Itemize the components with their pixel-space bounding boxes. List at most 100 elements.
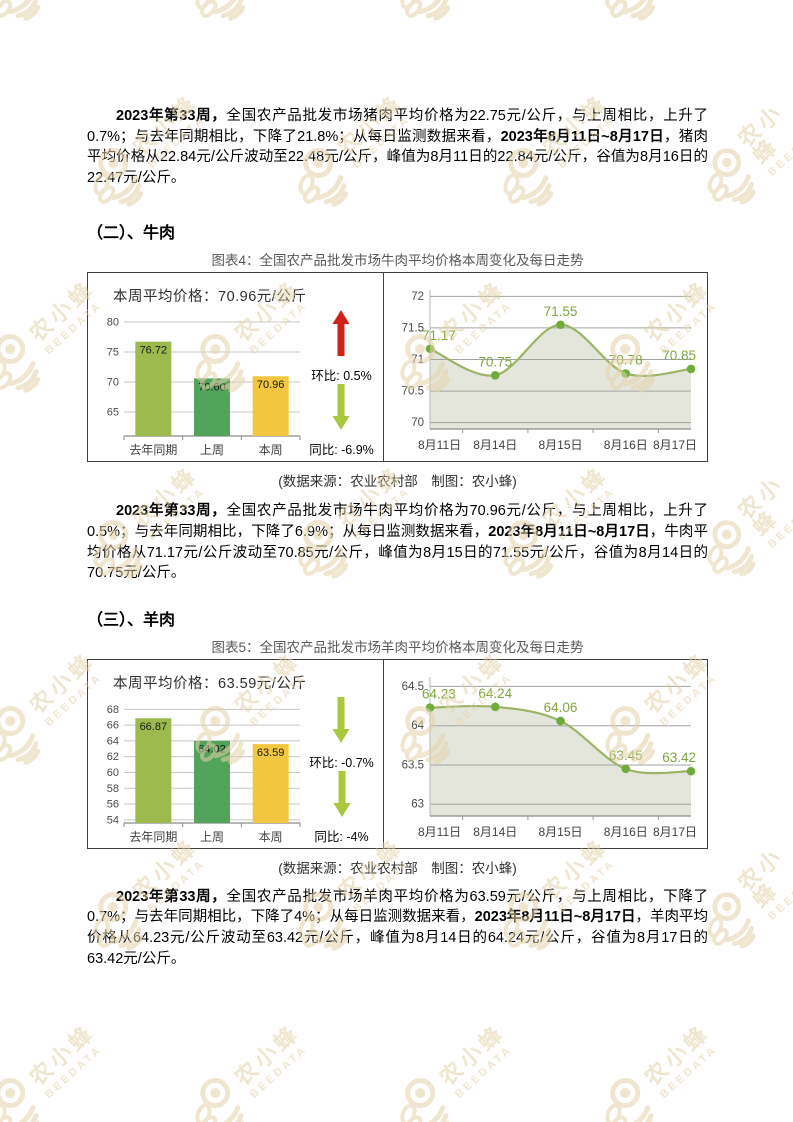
- x-axis-date-label: 8月14日: [473, 438, 517, 452]
- lamb-line-panel: 63 63.5 64 64.5 64.23 8月11日 64.24 8月14日 64.06 8月1…: [384, 660, 707, 848]
- lamb-summary-paragraph: 2023年第33周，全国农产品批发市场羊肉平均价格为63.59元/公斤，与上周相…: [87, 887, 708, 969]
- indicator-label: 环比:: [309, 755, 342, 770]
- y-axis-tick-label: 70: [107, 377, 119, 389]
- x-axis-date-label: 8月15日: [538, 825, 582, 839]
- indicator-text: 环比: -0.7%: [309, 752, 374, 771]
- point-value-label: 71.17: [422, 328, 456, 343]
- indicator-label: 同比:: [314, 829, 347, 844]
- up-arrow-icon: [332, 310, 350, 357]
- x-axis-category-label: 去年同期: [129, 830, 177, 844]
- watermark-subtext: BEEDATA: [0, 484, 3, 543]
- bee-logo-icon: [0, 334, 41, 393]
- data-point-marker: [620, 369, 630, 379]
- x-axis-date-label: 8月17日: [652, 438, 696, 452]
- data-point-marker: [490, 702, 500, 711]
- y-axis-tick-label: 70: [411, 418, 424, 430]
- section-beef: （二）、牛肉 图表4：全国农产品批发市场牛肉平均价格本周变化及每日走势 本周平均…: [87, 219, 708, 583]
- watermark-text-block: 农小蜂 BEEDATA: [732, 456, 793, 551]
- watermark-text-block: 农小蜂 BEEDATA: [229, 1019, 314, 1100]
- x-axis-date-label: 8月17日: [652, 825, 696, 839]
- bar-value-label: 70.96: [257, 380, 285, 392]
- bar-value-label: 70.60: [198, 382, 226, 394]
- indicator-value: -0.7%: [341, 755, 374, 770]
- watermark-brand-text: 农小蜂: [732, 470, 789, 540]
- watermark-text-block: 农小蜂 BEEDATA: [24, 1019, 109, 1101]
- watermark-text-block: 农小蜂 BEEDATA: [0, 91, 7, 170]
- watermark-subtext: BEEDATA: [42, 1042, 105, 1101]
- y-axis-tick-label: 66: [107, 719, 119, 731]
- figure4-caption: 图表4：全国农产品批发市场牛肉平均价格本周变化及每日走势: [211, 253, 584, 269]
- beef-bar-row: 65 70 75 80 76.72 去年同期 70.60 上周 70.96 本周 环比: 0.5%…: [98, 308, 381, 468]
- bee-logo-icon: [0, 0, 41, 21]
- x-axis-category-label: 去年同期: [129, 443, 177, 457]
- beef-bar-panel: 本周平均价格：70.96元/公斤 65 70 75 80 76.72 去年同期 70.60 上…: [88, 273, 384, 462]
- x-axis-date-label: 8月15日: [538, 438, 582, 452]
- text-run: 全国农产品批发市场羊肉平均价格为63.59元/公斤，与上周相比，下降了0.7%；…: [87, 888, 709, 926]
- watermark-text-block: 农小蜂 BEEDATA: [434, 1019, 519, 1101]
- lamb-bar-row: 54 56 58 60 62 64 66 68 66.87 去年同期 64.02 上周 63.59 本周 …: [98, 695, 381, 855]
- watermark-subtext: BEEDATA: [452, 1042, 515, 1101]
- bar-value-label: 66.87: [140, 721, 168, 733]
- indicator: 同比: -6.9%: [309, 384, 374, 458]
- point-value-label: 70.85: [662, 348, 696, 363]
- watermark-brand-text: 农小蜂: [229, 1019, 305, 1091]
- point-value-label: 64.06: [543, 700, 577, 715]
- section-lamb: （三）、羊肉 图表5：全国农产品批发市场羊肉平均价格本周变化及每日走势 本周平均…: [87, 606, 708, 969]
- bold-text-run: 2023年第33周，: [116, 888, 227, 905]
- point-value-label: 64.23: [422, 686, 456, 701]
- bar-value-label: 76.72: [140, 345, 168, 357]
- x-axis-date-label: 8月11日: [418, 825, 461, 839]
- bold-text-run: 2023年8月11日~8月17日: [474, 909, 636, 926]
- bold-text-run: 2023年8月11日~8月17日: [488, 523, 650, 540]
- text-run: 全国农产品批发市场牛肉平均价格为70.96元/公斤，与上周相比，上升了0.5%；…: [87, 503, 709, 540]
- watermark-subtext: BEEDATA: [765, 492, 793, 551]
- watermark-subtext: BEEDATA: [0, 856, 3, 915]
- x-axis-category-label: 上周: [200, 443, 224, 457]
- bar: [252, 376, 289, 437]
- indicator-value: -4%: [346, 829, 369, 844]
- watermark-subtext: BEEDATA: [657, 1042, 720, 1101]
- data-point-marker: [686, 766, 695, 776]
- beef-summary-paragraph: 2023年第33周，全国农产品批发市场牛肉平均价格为70.96元/公斤，与上周相…: [87, 501, 708, 583]
- indicator: 同比: -4%: [314, 770, 369, 845]
- watermark-text-block: 农小蜂 BEEDATA: [639, 1019, 724, 1101]
- data-point-marker: [555, 320, 565, 330]
- bee-logo-icon: [0, 1078, 41, 1122]
- watermark-brand-text: 农小蜂: [434, 1019, 510, 1091]
- watermark: 农小蜂 BEEDATA: [177, 1011, 322, 1122]
- watermark-text-block: 农小蜂 BEEDATA: [733, 828, 793, 923]
- indicator-text: 同比: -4%: [314, 826, 368, 845]
- indicator-value: -6.9%: [341, 443, 374, 458]
- watermark-text-block: 农小蜂 BEEDATA: [0, 463, 7, 543]
- beef-bar-chart-title: 本周平均价格：70.96元/公斤: [113, 289, 307, 306]
- y-axis-tick-label: 71.5: [401, 323, 423, 335]
- data-point-marker: [686, 365, 695, 374]
- watermark: 农小蜂 BEEDATA: [382, 1011, 527, 1122]
- lamb-bar-chart-title: 本周平均价格：63.59元/公斤: [113, 675, 307, 692]
- point-value-label: 64.24: [478, 686, 512, 701]
- bold-text-run: 2023年第33周，: [116, 108, 227, 124]
- watermark-brand-text: 农小蜂: [24, 1019, 100, 1091]
- point-value-label: 63.45: [608, 748, 642, 763]
- lamb-bar-panel: 本周平均价格：63.59元/公斤 54 56 58 60 62 64 66 68 66.87 去年…: [88, 659, 384, 848]
- indicator: 环比: -0.7%: [309, 696, 374, 771]
- y-axis-tick-label: 72: [411, 291, 424, 303]
- beef-section-heading: （二）、牛肉: [87, 225, 176, 243]
- page-content: 2023年第33周，全国农产品批发市场猪肉平均价格为22.75元/公斤，与上周相…: [87, 0, 708, 969]
- figure5: 本周平均价格：63.59元/公斤 54 56 58 60 62 64 66 68 66.87 去年…: [87, 658, 708, 849]
- lamb-bar-chart: 54 56 58 60 62 64 66 68 66.87 去年同期 64.02 上周 63.59 本周: [107, 704, 301, 844]
- watermark: 农小蜂 BEEDATA: [0, 825, 15, 964]
- down-arrow-icon: [332, 696, 350, 743]
- x-axis-category-label: 本周: [259, 443, 283, 457]
- area-fill: [429, 705, 691, 816]
- bar-value-label: 64.02: [198, 743, 226, 755]
- x-axis-category-label: 上周: [200, 830, 224, 844]
- bee-logo-icon: [195, 1078, 246, 1122]
- y-axis-tick-label: 64.5: [401, 681, 423, 693]
- bee-logo-icon: [605, 1078, 656, 1122]
- y-axis-tick-label: 64: [411, 720, 424, 732]
- watermark-subtext: BEEDATA: [765, 864, 793, 923]
- figure4: 本周平均价格：70.96元/公斤 65 70 75 80 76.72 去年同期 70.60 上…: [87, 272, 708, 463]
- y-axis-tick-label: 58: [107, 783, 119, 795]
